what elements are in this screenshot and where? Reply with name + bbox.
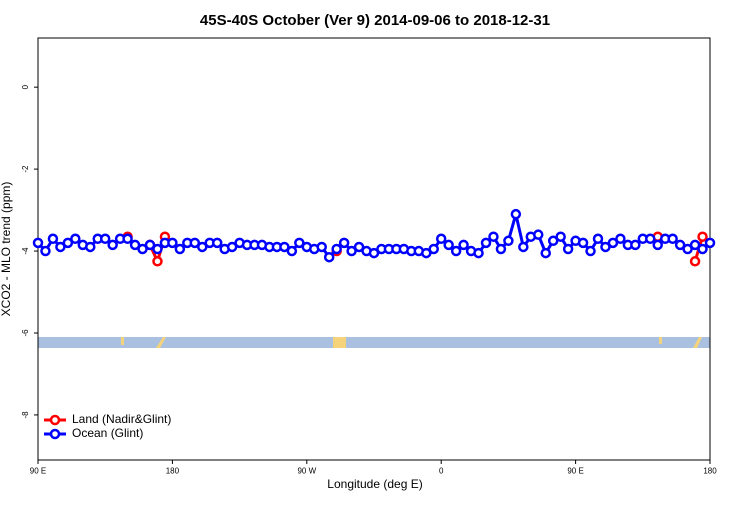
- point: [495, 243, 507, 255]
- point: [107, 239, 118, 251]
- point: [47, 233, 59, 245]
- point: [368, 247, 380, 259]
- point: [689, 256, 701, 267]
- point: [323, 251, 335, 263]
- point: [704, 237, 716, 249]
- point: [458, 239, 469, 251]
- x-tick-label: 90 E: [567, 467, 583, 476]
- point: [353, 241, 365, 253]
- y-tick-label: -6: [21, 329, 30, 337]
- point: [137, 243, 148, 255]
- point: [600, 241, 611, 253]
- land-strip: [38, 337, 710, 348]
- point: [488, 231, 499, 242]
- point: [435, 233, 447, 245]
- point: [286, 245, 298, 257]
- y-tick-label: 0: [21, 84, 30, 89]
- point: [331, 243, 342, 255]
- point: [585, 245, 596, 257]
- point: [279, 241, 290, 253]
- point: [174, 243, 186, 255]
- point: [480, 237, 492, 249]
- point: [428, 243, 439, 255]
- point: [70, 233, 81, 245]
- point: [152, 243, 163, 255]
- x-tick-label: 0: [439, 467, 444, 476]
- point: [503, 235, 514, 247]
- plot-frame: [37, 37, 711, 461]
- point: [55, 241, 66, 253]
- legend-marker: [49, 414, 61, 426]
- y-tick-label: -4: [21, 247, 30, 255]
- point: [99, 233, 111, 245]
- point: [674, 239, 686, 251]
- point: [577, 237, 589, 249]
- point: [592, 233, 604, 245]
- point: [211, 237, 223, 249]
- point: [152, 256, 163, 267]
- legend-marker: [49, 428, 61, 440]
- point: [189, 237, 201, 249]
- y-axis-label: XCO2 - MLO trend (ppm): [0, 182, 13, 317]
- point: [122, 233, 133, 245]
- point: [518, 241, 529, 253]
- chart-title: 45S-40S October (Ver 9) 2014-09-06 to 20…: [200, 12, 550, 29]
- point: [443, 239, 454, 251]
- legend-label: Ocean (Glint): [72, 426, 143, 440]
- x-tick-label: 90 W: [297, 467, 316, 476]
- point: [338, 237, 350, 249]
- point: [689, 239, 701, 251]
- legend-label: Land (Nadir&Glint): [72, 412, 171, 426]
- y-tick-label: -8: [21, 411, 30, 419]
- point: [473, 247, 484, 259]
- x-tick-label: 90 E: [30, 467, 46, 476]
- point: [630, 239, 641, 251]
- point: [167, 237, 178, 249]
- point: [697, 243, 708, 255]
- point: [667, 233, 678, 245]
- point: [697, 231, 708, 242]
- point: [555, 231, 566, 242]
- point: [562, 243, 574, 255]
- point: [129, 239, 141, 251]
- point: [32, 237, 44, 249]
- x-axis-label: Longitude (deg E): [327, 477, 422, 491]
- point: [346, 245, 357, 257]
- point: [510, 208, 522, 220]
- point: [652, 239, 663, 251]
- point: [615, 233, 626, 245]
- point: [197, 241, 208, 253]
- point: [645, 233, 656, 245]
- point: [85, 241, 96, 253]
- point: [533, 229, 544, 240]
- x-tick-label: 180: [166, 467, 180, 476]
- point: [421, 247, 432, 259]
- point: [294, 237, 305, 249]
- point: [450, 245, 462, 257]
- point: [547, 235, 559, 247]
- point: [226, 241, 238, 253]
- point: [144, 239, 156, 251]
- point: [540, 247, 551, 259]
- point: [62, 237, 74, 249]
- y-tick-label: -2: [21, 165, 30, 173]
- point: [607, 237, 619, 249]
- point: [682, 243, 693, 255]
- x-tick-label: 180: [703, 467, 717, 476]
- point: [40, 245, 51, 257]
- point: [316, 241, 327, 253]
